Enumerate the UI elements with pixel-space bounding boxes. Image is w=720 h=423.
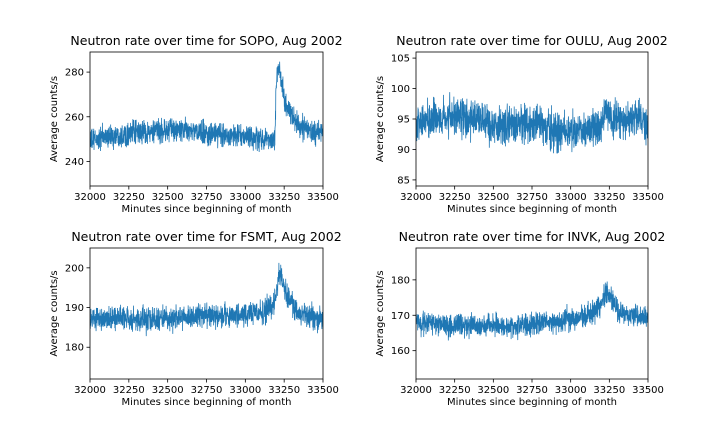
series-line-fsmt bbox=[90, 262, 323, 337]
x-tick-label: 33250 bbox=[268, 385, 300, 396]
x-tick-label: 32000 bbox=[400, 192, 432, 203]
x-tick-label: 33250 bbox=[593, 385, 625, 396]
chart-panel-oulu: Neutron rate over time for OULU, Aug 200… bbox=[375, 33, 668, 215]
y-tick-label: 100 bbox=[391, 84, 410, 95]
x-tick-label: 32000 bbox=[74, 192, 106, 203]
x-tick-label: 33000 bbox=[229, 192, 261, 203]
x-tick-label: 32000 bbox=[400, 385, 432, 396]
chart-panel-invk: Neutron rate over time for INVK, Aug 200… bbox=[375, 229, 665, 408]
x-axis-label: Minutes since beginning of month bbox=[447, 204, 617, 215]
y-axis-label: Average counts/s bbox=[375, 76, 386, 162]
x-tick-label: 32250 bbox=[113, 385, 145, 396]
y-tick-label: 180 bbox=[391, 275, 410, 286]
x-tick-label: 33000 bbox=[229, 385, 261, 396]
y-tick-label: 160 bbox=[391, 346, 410, 357]
y-tick-label: 170 bbox=[391, 311, 410, 322]
x-tick-label: 32250 bbox=[439, 385, 471, 396]
x-tick-label: 33000 bbox=[555, 192, 587, 203]
y-axis-label: Average counts/s bbox=[49, 76, 60, 162]
series-line-sopo bbox=[90, 61, 323, 153]
x-tick-label: 32750 bbox=[516, 385, 548, 396]
y-tick-label: 200 bbox=[65, 263, 84, 274]
x-tick-label: 32500 bbox=[477, 192, 509, 203]
x-tick-label: 33500 bbox=[307, 192, 339, 203]
x-tick-label: 32000 bbox=[74, 385, 106, 396]
x-tick-label: 33000 bbox=[555, 385, 587, 396]
y-tick-label: 90 bbox=[397, 145, 410, 156]
y-tick-label: 180 bbox=[65, 343, 84, 354]
y-axis-label: Average counts/s bbox=[375, 270, 386, 356]
x-tick-label: 32500 bbox=[477, 385, 509, 396]
x-tick-label: 32750 bbox=[191, 385, 223, 396]
x-axis-label: Minutes since beginning of month bbox=[122, 397, 292, 408]
y-tick-label: 190 bbox=[65, 303, 84, 314]
x-tick-label: 33500 bbox=[632, 192, 664, 203]
y-tick-label: 240 bbox=[65, 157, 84, 168]
y-tick-label: 85 bbox=[397, 175, 410, 186]
x-axis-label: Minutes since beginning of month bbox=[447, 397, 617, 408]
y-tick-label: 280 bbox=[65, 68, 84, 79]
chart-title: Neutron rate over time for FSMT, Aug 200… bbox=[71, 229, 341, 244]
chart-title: Neutron rate over time for INVK, Aug 200… bbox=[399, 229, 666, 244]
x-tick-label: 33250 bbox=[593, 192, 625, 203]
series-line-invk bbox=[416, 281, 648, 341]
plot-frame bbox=[415, 247, 649, 380]
x-tick-label: 32750 bbox=[516, 192, 548, 203]
chart-panel-fsmt: Neutron rate over time for FSMT, Aug 200… bbox=[49, 229, 342, 408]
chart-title: Neutron rate over time for SOPO, Aug 200… bbox=[70, 33, 342, 48]
x-axis-label: Minutes since beginning of month bbox=[122, 204, 292, 215]
chart-panel-sopo: Neutron rate over time for SOPO, Aug 200… bbox=[49, 33, 343, 215]
x-tick-label: 33250 bbox=[268, 192, 300, 203]
series-line-oulu bbox=[416, 92, 648, 154]
x-tick-label: 32750 bbox=[191, 192, 223, 203]
y-axis-label: Average counts/s bbox=[49, 270, 60, 356]
x-tick-label: 32250 bbox=[113, 192, 145, 203]
x-tick-label: 32500 bbox=[152, 192, 184, 203]
x-tick-label: 33500 bbox=[307, 385, 339, 396]
x-tick-label: 33500 bbox=[632, 385, 664, 396]
x-tick-label: 32250 bbox=[439, 192, 471, 203]
y-tick-label: 95 bbox=[397, 115, 410, 126]
y-tick-label: 260 bbox=[65, 112, 84, 123]
chart-title: Neutron rate over time for OULU, Aug 200… bbox=[396, 33, 667, 48]
plot-frame bbox=[89, 51, 324, 187]
y-tick-label: 105 bbox=[391, 54, 410, 65]
x-tick-label: 32500 bbox=[152, 385, 184, 396]
